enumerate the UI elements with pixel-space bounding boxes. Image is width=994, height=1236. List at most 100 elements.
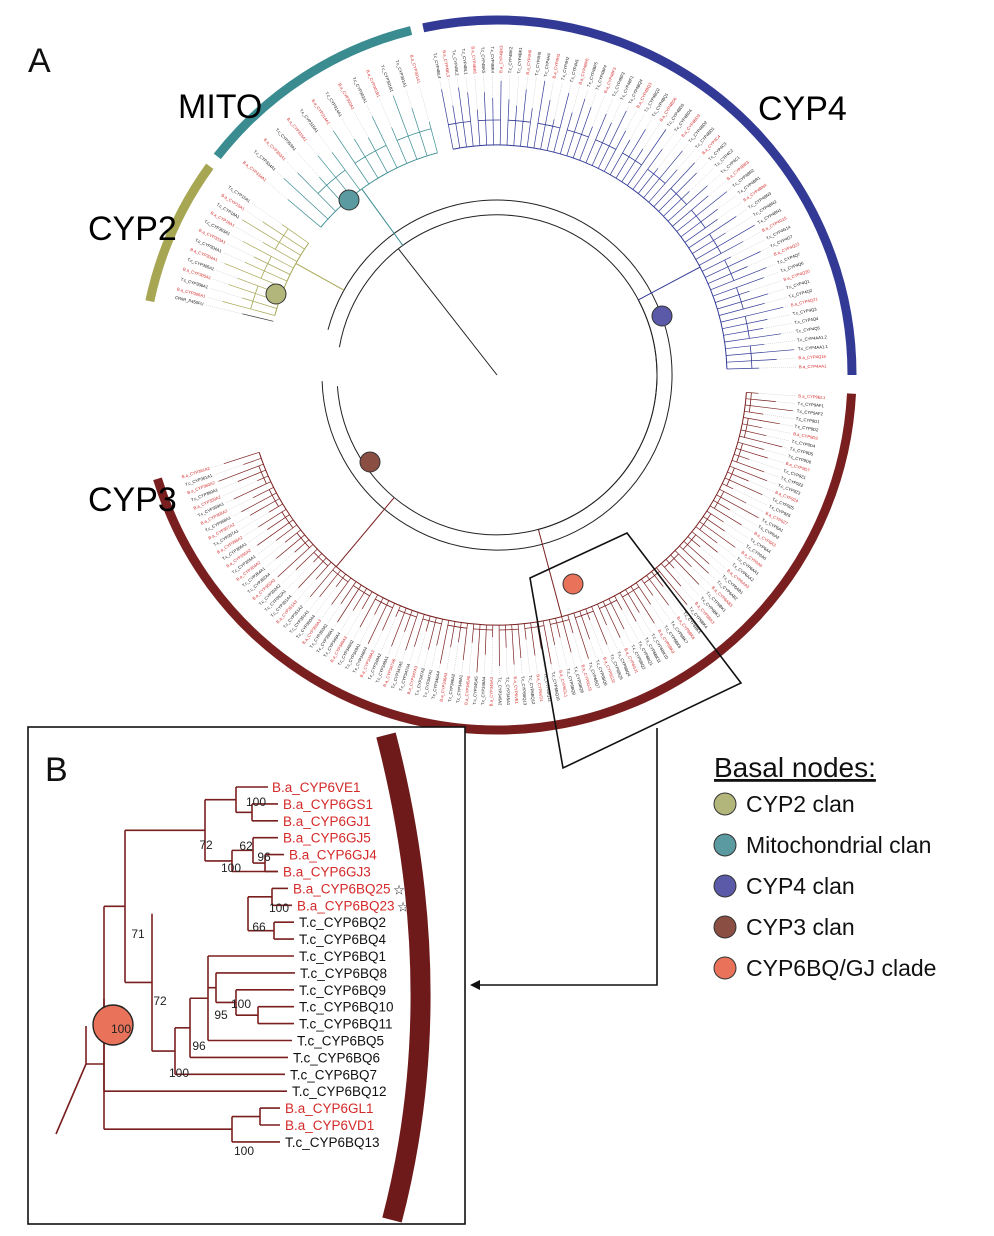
branch: [646, 575, 669, 606]
bootstrap-value: 100: [111, 1022, 131, 1036]
leader: [691, 566, 711, 586]
branch: [707, 266, 748, 284]
leader: [321, 604, 332, 619]
branch: [450, 621, 456, 648]
leader: [590, 91, 597, 108]
leader: [303, 596, 311, 605]
leader: [353, 111, 369, 138]
leader: [665, 127, 668, 130]
branch: [591, 122, 612, 166]
leader: [652, 595, 671, 620]
mito-basal-node: [338, 189, 360, 211]
subclade-arc: [736, 443, 743, 463]
branch: [722, 319, 768, 330]
leader: [267, 182, 288, 200]
branch: [391, 607, 407, 647]
branch: [656, 567, 688, 605]
subclade-arc: [478, 119, 501, 122]
mito-clan-label: MITO: [178, 88, 262, 126]
leader: [334, 621, 338, 628]
branch: [724, 333, 782, 343]
branch: [414, 614, 425, 647]
leader: [694, 155, 702, 163]
leader: [286, 161, 298, 173]
leader: [465, 76, 468, 93]
branch: [676, 191, 728, 232]
branch: [679, 545, 709, 574]
leader: [782, 446, 788, 449]
leaf-label: T.c_CYP6BQ8: [300, 966, 387, 981]
leader: [215, 270, 238, 279]
leaf-label: B.a_CYP4H3: [551, 53, 561, 79]
branch: [667, 185, 708, 222]
leaf-label: T.c_CYP6BQ11: [299, 1017, 393, 1032]
leaf-label: T.c_CYP4Q3: [792, 306, 817, 316]
subclade-arc: [317, 169, 346, 194]
leader: [746, 502, 764, 513]
branch: [361, 591, 373, 610]
leaf-label: T.c_CYP9AF1: [797, 401, 824, 409]
subclade-arc: [726, 467, 735, 486]
leader: [724, 530, 745, 545]
leader: [767, 314, 791, 320]
leader: [228, 497, 254, 510]
leader: [700, 546, 727, 569]
subclade-arc: [499, 628, 519, 631]
subclade-arc: [682, 534, 697, 550]
clan-backbone: [258, 392, 747, 626]
branch: [710, 267, 767, 291]
branch: [492, 97, 494, 146]
branch: [688, 216, 737, 249]
subclade-arc: [736, 287, 744, 310]
leader: [589, 639, 597, 659]
leader: [680, 586, 695, 602]
leaf-label: T.c_CYP6BQ7: [290, 1067, 377, 1082]
clan-branches-3: [205, 304, 274, 322]
leader: [763, 449, 787, 456]
cyp4-clan-label: CYP4: [758, 90, 847, 128]
branch: [249, 498, 280, 516]
leaf-label: T.c_CYP9D5: [789, 446, 814, 457]
branch: [331, 577, 352, 605]
subclade-arc: [743, 418, 749, 438]
leader: [506, 647, 508, 675]
leader: [741, 524, 753, 533]
backbone-spoke: [361, 188, 404, 246]
zoom-arrow-head: [470, 980, 480, 990]
branch: [648, 169, 678, 203]
leaf-label: T.c_CYP347A2: [414, 667, 426, 696]
branch: [726, 349, 794, 356]
leader: [749, 280, 782, 292]
branch: [706, 510, 724, 523]
leaf-label: B.a_CYP6GS1: [283, 797, 373, 812]
branch: [735, 447, 768, 459]
leader: [708, 180, 726, 197]
leader: [245, 210, 263, 222]
legend-item-label: CYP6BQ/GJ clade: [746, 955, 936, 981]
leader: [235, 226, 264, 243]
subclade-arc: [473, 628, 493, 631]
leader: [682, 143, 689, 151]
bootstrap-value: 72: [153, 994, 167, 1008]
cyp6bq-gj-basal-node: [562, 573, 584, 595]
leader: [654, 623, 658, 629]
cyp3-inset-bar: [376, 732, 431, 1223]
branch: [335, 573, 347, 588]
branch: [625, 589, 640, 613]
subclade-arc: [691, 209, 706, 229]
branch: [572, 106, 592, 159]
leader: [763, 471, 780, 478]
branch: [352, 588, 367, 611]
branch: [294, 539, 310, 553]
leader: [743, 231, 761, 242]
branch: [458, 87, 467, 148]
leader: [758, 366, 797, 369]
leader: [276, 171, 284, 179]
branch: [591, 606, 608, 645]
leader: [395, 631, 405, 658]
subclade-arc: [447, 624, 467, 629]
branch: [555, 618, 561, 638]
branch: [425, 615, 431, 632]
branch: [353, 138, 379, 179]
leaf-label: T.c_CYP346A4: [430, 670, 441, 699]
